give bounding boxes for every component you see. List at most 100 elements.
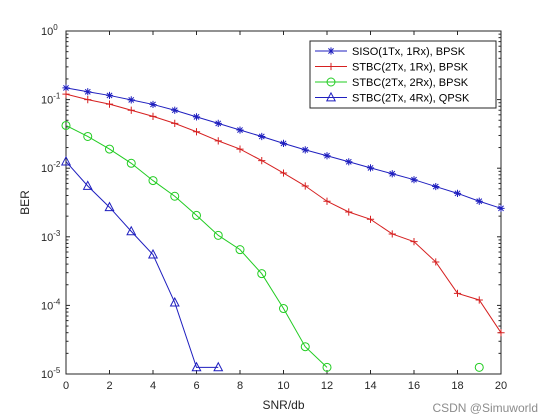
- data-point-marker: [213, 230, 223, 240]
- data-point-marker: [127, 106, 135, 114]
- data-point-marker: [105, 91, 114, 100]
- legend-label: SISO(1Tx, 1Rx), BPSK: [352, 46, 466, 58]
- data-point-marker: [366, 215, 375, 223]
- legend-item: STBC(2Tx, 1Rx), BPSK: [315, 62, 469, 74]
- legend-item: SISO(1Tx, 1Rx), BPSK: [315, 46, 466, 58]
- y-tick-base: 10: [41, 163, 53, 175]
- data-point-marker: [497, 204, 505, 212]
- y-tick-label: 100: [41, 23, 58, 38]
- legend-marker: [325, 91, 337, 102]
- data-point-marker: [453, 289, 462, 297]
- data-point-marker: [84, 88, 92, 96]
- data-point-marker: [105, 144, 114, 154]
- data-point-marker: [214, 119, 222, 127]
- data-point-marker: [61, 120, 71, 130]
- data-point-marker: [147, 248, 159, 259]
- x-tick-label: 20: [495, 380, 507, 392]
- series-3: [60, 155, 224, 372]
- y-tick-exponent: 0: [53, 23, 58, 32]
- data-point-marker: [127, 96, 135, 104]
- data-point-marker: [236, 145, 244, 153]
- data-point-marker: [453, 189, 462, 197]
- y-tick-exponent: -1: [53, 92, 61, 101]
- y-tick-base: 10: [41, 300, 53, 312]
- x-tick-label: 12: [321, 380, 333, 392]
- data-point-marker: [301, 182, 309, 190]
- data-point-marker: [475, 296, 483, 304]
- y-tick-label: 10-3: [41, 229, 61, 244]
- x-tick-label: 16: [408, 380, 420, 392]
- data-point-marker: [300, 342, 310, 352]
- data-point-marker: [235, 245, 245, 255]
- y-tick-label: 10-4: [41, 297, 61, 312]
- data-point-marker: [169, 296, 180, 307]
- data-point-marker: [192, 128, 201, 136]
- data-point-marker: [301, 146, 309, 154]
- y-tick-base: 10: [41, 95, 53, 107]
- y-tick-base: 10: [41, 232, 53, 244]
- legend-box: [309, 40, 497, 109]
- legend-label: STBC(2Tx, 4Rx), QPSK: [352, 93, 470, 105]
- data-point-marker: [214, 137, 222, 145]
- series-layer: [60, 84, 505, 372]
- y-tick-label: 10-1: [41, 92, 61, 107]
- data-point-marker: [279, 169, 288, 177]
- x-tick-label: 18: [451, 380, 463, 392]
- data-point-marker: [82, 180, 93, 190]
- data-point-marker: [148, 176, 158, 186]
- data-point-marker: [410, 238, 418, 246]
- data-point-marker: [388, 230, 396, 238]
- x-tick-label: 4: [150, 380, 156, 392]
- series-0: [62, 84, 505, 212]
- data-point-marker: [279, 304, 288, 314]
- data-point-marker: [171, 119, 179, 127]
- legend-marker: [327, 47, 335, 55]
- legend: SISO(1Tx, 1Rx), BPSK STBC(2Tx, 1Rx), BPSK…: [309, 40, 497, 109]
- data-point-marker: [62, 84, 70, 92]
- data-point-marker: [191, 361, 202, 372]
- data-point-marker: [432, 182, 440, 191]
- x-axis-ticks: 0 2 4 6 8 10 12 14 16 18 20: [63, 31, 507, 392]
- x-tick-label: 8: [237, 380, 243, 392]
- y-tick-exponent: -5: [53, 366, 61, 375]
- data-point-marker: [83, 131, 93, 141]
- y-tick-base: 10: [41, 26, 53, 38]
- y-tick-exponent: -4: [53, 297, 61, 306]
- data-point-marker: [258, 157, 266, 165]
- x-tick-label: 0: [63, 380, 69, 392]
- data-point-marker: [279, 139, 288, 147]
- data-point-marker: [257, 269, 267, 279]
- series-2: [61, 120, 484, 372]
- series-1: [62, 90, 505, 337]
- legend-item: STBC(2Tx, 2Rx), BPSK: [315, 77, 469, 89]
- data-point-marker: [149, 112, 157, 120]
- y-tick-label: 10-5: [41, 366, 61, 381]
- data-point-marker: [192, 210, 201, 220]
- data-point-marker: [366, 164, 375, 172]
- watermark: CSDN @Simuworld: [432, 401, 538, 415]
- legend-label: STBC(2Tx, 2Rx), BPSK: [352, 77, 469, 89]
- data-point-marker: [323, 152, 331, 160]
- data-point-marker: [126, 225, 137, 236]
- x-tick-label: 6: [193, 380, 199, 392]
- data-point-marker: [60, 155, 72, 166]
- data-point-marker: [84, 96, 92, 104]
- data-point-marker: [213, 361, 224, 372]
- x-tick-label: 14: [364, 380, 376, 392]
- data-point-marker: [497, 329, 505, 337]
- data-point-marker: [345, 208, 353, 216]
- x-tick-label: 2: [106, 380, 112, 392]
- y-axis-title: BER: [18, 190, 32, 215]
- data-point-marker: [410, 176, 418, 184]
- data-point-marker: [322, 362, 332, 372]
- data-point-marker: [474, 362, 484, 372]
- x-axis-title: SNR/db: [262, 398, 304, 412]
- data-point-marker: [236, 126, 244, 134]
- x-tick-label: 10: [277, 380, 289, 392]
- y-tick-label: 10-2: [41, 160, 61, 175]
- data-point-marker: [104, 201, 115, 212]
- data-point-marker: [62, 90, 70, 98]
- y-tick-exponent: -2: [53, 160, 61, 169]
- data-point-marker: [258, 132, 266, 141]
